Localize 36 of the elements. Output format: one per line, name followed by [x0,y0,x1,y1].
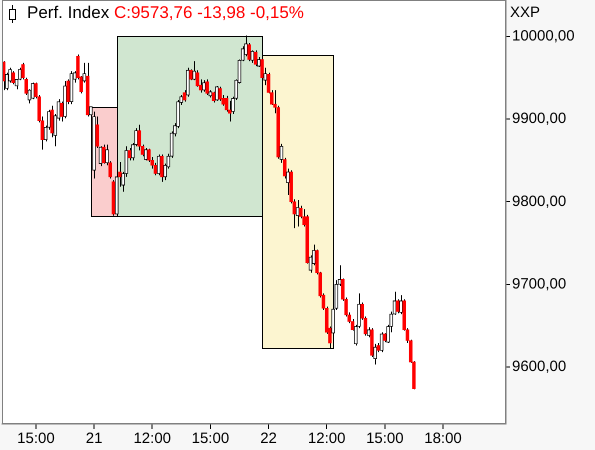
chart-subtitle: C:9573,76 -13,98 -0,15% [114,3,304,22]
candlestick [380,332,384,353]
candlestick [263,67,268,86]
candlestick [11,70,16,85]
y-tick-label: 10000,00 [512,28,575,45]
candlestick [296,200,300,227]
y-tick-label: 9600,00 [512,358,566,376]
x-tick-label: 18:00 [424,430,462,448]
candlestick [30,82,35,100]
text: XXP [510,4,540,21]
y-tick-label: 9900,00 [512,110,566,128]
x-tick-label: 15:00 [192,430,230,448]
candlestick [186,67,190,98]
candlestick [215,85,219,102]
x-tick-label: 12:00 [308,430,346,448]
candlestick [156,154,161,176]
candlestick [205,78,209,96]
chart-title: Perf. Index [27,3,110,22]
candlestick [137,124,142,151]
candlestick [244,35,248,57]
candlestick [399,294,403,315]
candlestick [254,50,258,67]
x-tick-label: 21 [86,430,102,448]
y-tick-label: 9800,00 [512,192,566,210]
candlestick [228,100,232,122]
x-tick-label: 12:00 [133,430,172,448]
candlestick [202,80,206,92]
candlestick [144,147,148,161]
candlestick [396,298,400,314]
candlestick [160,154,164,182]
x-tick-label: 15:00 [366,430,404,448]
candlestick [102,144,106,164]
x-tick-label: 22 [260,430,277,448]
x-tick-label: 15:00 [17,430,55,448]
y-tick-label: 9700,00 [512,275,566,292]
candlestick [224,95,228,112]
